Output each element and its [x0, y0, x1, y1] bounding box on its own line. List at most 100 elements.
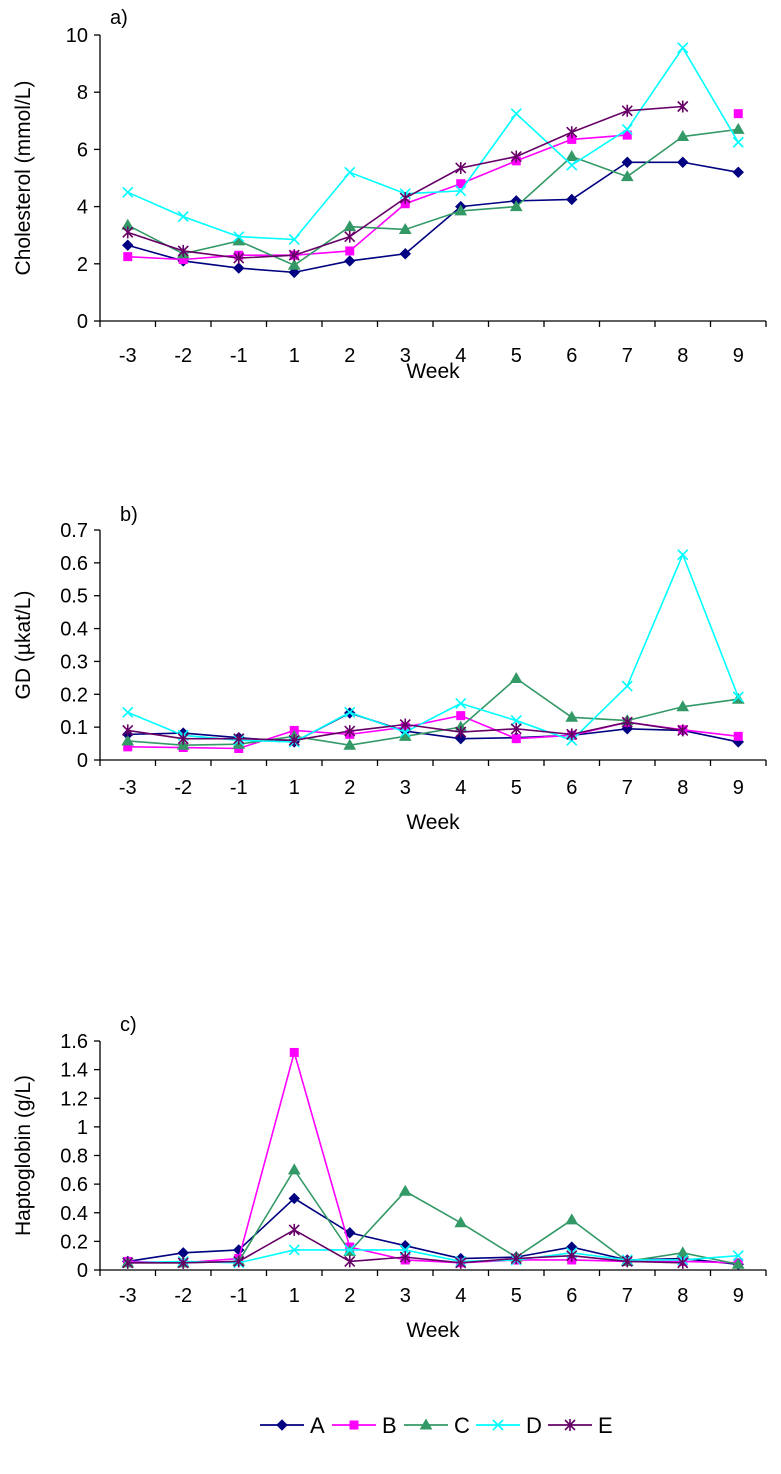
- legend-marker-E: [564, 1419, 576, 1431]
- data-point-D: [732, 136, 744, 148]
- data-point-C: [676, 1246, 690, 1258]
- y-tick-label: 0.7: [60, 520, 88, 542]
- series-B: [123, 1047, 743, 1268]
- data-point-C: [620, 170, 634, 182]
- y-tick-label: 0.1: [60, 717, 88, 739]
- legend-item-B: B: [332, 1413, 397, 1438]
- legend-item-D: D: [476, 1413, 542, 1438]
- y-tick-label: 1: [77, 1117, 88, 1139]
- data-point-C: [343, 738, 357, 750]
- data-point-D: [621, 123, 633, 135]
- x-tick-label: 1: [289, 1285, 300, 1307]
- y-tick-label: 0: [77, 1260, 88, 1282]
- legend-item-A: A: [260, 1413, 325, 1438]
- y-tick-label: 4: [77, 197, 88, 219]
- data-point-D: [677, 42, 689, 54]
- x-tick-label: 3: [400, 1285, 411, 1307]
- data-point-B: [345, 246, 355, 256]
- series-line-B: [127, 134, 628, 261]
- data-point-E: [455, 726, 467, 739]
- x-tick-label: 3: [400, 345, 411, 367]
- series-line-C: [127, 1168, 739, 1266]
- x-tick-label: -2: [174, 777, 192, 799]
- x-tick-label: 9: [733, 777, 744, 799]
- legend-label: C: [454, 1413, 470, 1438]
- legend-label: B: [382, 1413, 397, 1438]
- x-tick-label: 2: [344, 777, 355, 799]
- y-axis-title: GD (µkat/L): [12, 591, 35, 700]
- data-point-C: [565, 1213, 579, 1225]
- y-tick-label: 0.8: [60, 1146, 88, 1168]
- data-point-A: [233, 262, 245, 274]
- x-tick-label: -1: [230, 1285, 248, 1307]
- data-point-D: [344, 166, 356, 178]
- x-tick-label: 7: [622, 1285, 633, 1307]
- data-point-D: [566, 159, 578, 171]
- x-tick-label: 6: [566, 1285, 577, 1307]
- data-point-C: [509, 200, 523, 212]
- data-point-B: [622, 130, 632, 140]
- x-tick-label: 9: [733, 1285, 744, 1307]
- data-point-B: [289, 1047, 299, 1057]
- data-point-E: [288, 249, 300, 262]
- x-tick-label: -1: [230, 345, 248, 367]
- data-point-E: [677, 100, 689, 113]
- data-point-E: [566, 1249, 578, 1262]
- data-point-C: [343, 220, 357, 232]
- x-tick-label: 8: [677, 777, 688, 799]
- x-tick-label: -2: [174, 345, 192, 367]
- y-tick-label: 6: [77, 139, 88, 161]
- y-tick-label: 0.4: [60, 1203, 88, 1225]
- series-line-A: [127, 161, 739, 274]
- data-point-E: [399, 1251, 411, 1264]
- data-point-E: [510, 1252, 522, 1265]
- data-point-E: [510, 722, 522, 735]
- x-tick-label: -3: [119, 1285, 137, 1307]
- series-C: [121, 122, 745, 270]
- data-point-E: [677, 724, 689, 737]
- series-line-D: [127, 552, 739, 743]
- data-point-E: [344, 230, 356, 243]
- y-tick-label: 0.6: [60, 1174, 88, 1196]
- legend-item-E: E: [548, 1413, 613, 1438]
- y-tick-label: 0.2: [60, 1231, 88, 1253]
- data-point-A: [288, 1192, 300, 1205]
- data-point-B: [733, 731, 743, 741]
- y-tick-label: 2: [77, 254, 88, 276]
- x-tick-label: -1: [230, 777, 248, 799]
- data-point-E: [122, 226, 134, 239]
- series-E: [122, 100, 689, 265]
- series-line-A: [127, 1197, 739, 1266]
- series-line-E: [127, 105, 683, 259]
- y-tick-label: 0.5: [60, 586, 88, 608]
- x-tick-label: -2: [174, 1285, 192, 1307]
- x-tick-label: 6: [566, 777, 577, 799]
- data-point-A: [344, 255, 356, 267]
- series-E: [122, 1223, 689, 1269]
- series-A: [122, 707, 744, 748]
- data-point-E: [621, 1255, 633, 1268]
- x-tick-label: 2: [344, 1285, 355, 1307]
- panel-label: b): [120, 504, 138, 526]
- data-point-D: [677, 549, 689, 561]
- data-point-C: [454, 204, 468, 216]
- x-tick-label: 1: [289, 345, 300, 367]
- data-point-D: [344, 706, 356, 718]
- x-tick-label: 8: [677, 345, 688, 367]
- data-point-E: [233, 252, 245, 265]
- y-tick-label: 1.2: [60, 1088, 88, 1110]
- data-point-D: [510, 715, 522, 727]
- data-point-E: [677, 1256, 689, 1269]
- data-point-A: [288, 266, 300, 279]
- data-point-D: [455, 185, 467, 197]
- y-tick-label: 1.6: [60, 1031, 88, 1053]
- data-point-D: [122, 186, 134, 198]
- y-tick-label: 10: [66, 25, 88, 47]
- data-point-D: [344, 1244, 356, 1256]
- chart-panel-c: 0 0.2 0.4 0.6 0.8 1 1.2 1.4 1.6 -3 -2 -1 1 2 3 4 5 6 7 8 9 We…: [12, 1014, 767, 1342]
- data-point-E: [288, 1223, 300, 1236]
- y-tick-label: 0.6: [60, 553, 88, 575]
- data-point-A: [399, 248, 411, 260]
- data-point-A: [122, 239, 134, 251]
